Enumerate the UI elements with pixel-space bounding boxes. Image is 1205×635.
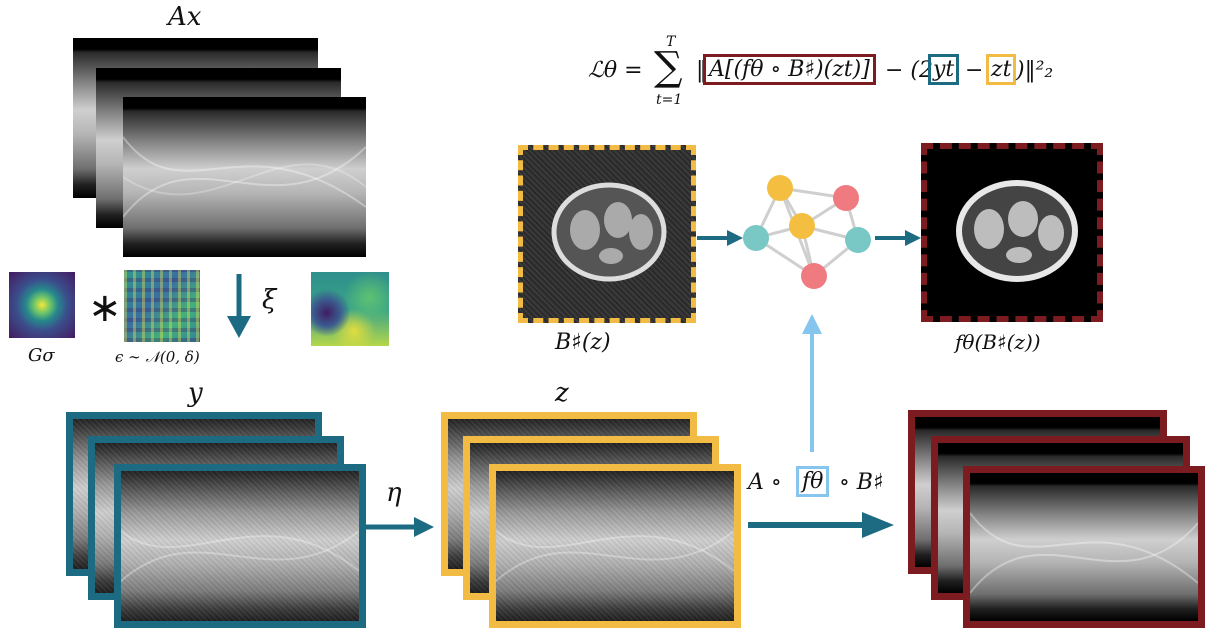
output-sinogram-curves (970, 512, 1198, 594)
node-top-gold (767, 175, 793, 201)
zt-box: zt (986, 54, 1017, 85)
correlated-noise-map (311, 272, 389, 346)
loss-lhs: ℒθ = (588, 58, 643, 83)
loss-mid: − (2 (878, 58, 933, 83)
neural-network-graph (743, 175, 871, 289)
node-center-gold (789, 213, 815, 239)
node-right-teal (845, 227, 871, 253)
sum-symbol: ∑ (654, 44, 683, 90)
bz-image (518, 145, 696, 323)
fbz-phantom (956, 180, 1078, 282)
y-sinogram-3 (114, 464, 366, 628)
arrow-bz-to-net (697, 230, 743, 246)
ax-sinogram-3 (123, 97, 366, 257)
operator-pre: A ∘ (748, 470, 789, 495)
node-top-pink (833, 185, 859, 211)
g-sigma-label: Gσ (28, 345, 55, 366)
loss-term-box: A[(fθ ∘ B♯)(zt)] (703, 54, 876, 85)
operator-box: fθ (796, 466, 830, 497)
bz-label: B♯(z) (555, 330, 611, 355)
node-left-teal (743, 225, 769, 251)
down-arrow (227, 274, 251, 338)
operator-label: A ∘ fθ ∘ B♯ (748, 466, 898, 506)
epsilon-label: ϵ ∼ 𝒩(0, δ) (115, 348, 200, 366)
z-label: z (555, 378, 569, 408)
output-sinogram-3 (963, 466, 1205, 628)
bz-phantom (551, 182, 667, 282)
yt-box: yt (928, 54, 960, 85)
operator-arrow (748, 512, 894, 538)
sum-bottom: t=1 (656, 92, 683, 108)
loss-formula: ℒθ = T ∑ t=1 ‖ A[(fθ ∘ B♯)(zt)] − (2 yt … (588, 34, 1053, 110)
eta-label: η (386, 478, 402, 508)
noise-map (124, 270, 200, 342)
y-label: y (188, 378, 203, 408)
norm-open: ‖ (696, 58, 707, 83)
arrow-net-to-fbz (875, 230, 921, 246)
ax-sinogram-curves (123, 136, 366, 218)
y-sinogram-curves (121, 530, 359, 582)
fbz-image (921, 143, 1103, 322)
gaussian-kernel (9, 272, 75, 338)
sum-top: T (666, 34, 676, 50)
xi-label: ξ (262, 285, 277, 315)
up-arrow (802, 314, 822, 452)
loss-tail: )‖²₂ (1016, 58, 1054, 83)
ax-label: Ax (168, 2, 202, 32)
convolution-symbol: ∗ (88, 285, 122, 331)
loss-minus: − (958, 58, 991, 83)
z-sinogram-3 (489, 464, 741, 628)
fbz-label: fθ(B♯(z)) (955, 330, 1041, 354)
eta-arrow (366, 517, 434, 537)
node-bottom-pink (801, 263, 827, 289)
z-sinogram-curves (496, 530, 734, 582)
operator-post: ∘ B♯ (832, 470, 884, 495)
